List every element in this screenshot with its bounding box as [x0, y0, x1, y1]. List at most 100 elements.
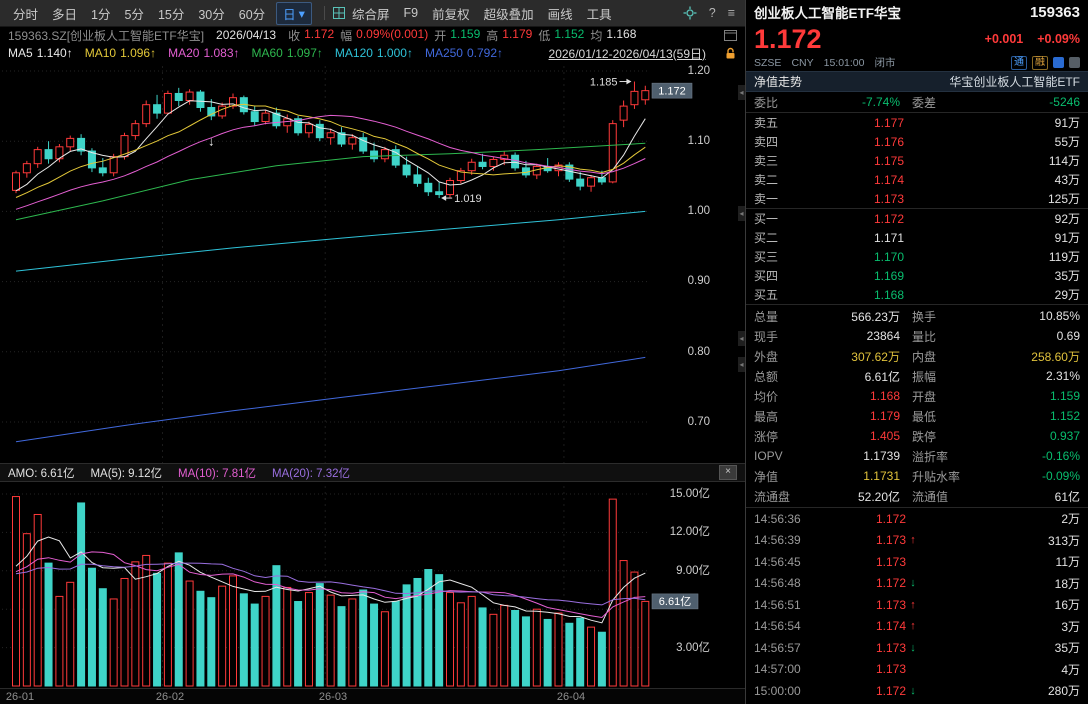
- fund-full-name: 华宝创业板人工智能ETF: [949, 75, 1080, 89]
- stat-value: 1.1731: [863, 469, 900, 483]
- tick-volume: 18万: [1054, 576, 1080, 591]
- stat-label: 流通盘: [754, 489, 791, 504]
- ma-label: MA5: [8, 46, 33, 60]
- stat-value: 1.405: [869, 429, 900, 443]
- stat-label: 最高: [754, 409, 779, 424]
- tick-row[interactable]: 14:56:36 1.172 2万: [746, 508, 1088, 530]
- amo-ma5-value: MA(5): 9.12亿: [90, 467, 163, 480]
- bid-levels: 买一 1.172 92万 买二 1.171 91万 买三 1.170 119万: [746, 209, 1088, 305]
- bid-row[interactable]: 买二 1.171 91万: [746, 228, 1088, 247]
- y-axis-label: 0.70: [687, 416, 710, 428]
- panel-collapse-handle[interactable]: ◂: [738, 206, 745, 221]
- tick-row[interactable]: 14:56:39 1.173 ↑ 313万: [746, 530, 1088, 552]
- symbol-code-name: 159363.SZ[创业板人工智能ETF华宝]: [8, 28, 205, 43]
- multi-grid-icon[interactable]: [332, 7, 345, 19]
- stat-row: 最高 1.179 最低 1.152: [746, 406, 1088, 426]
- tick-row[interactable]: 14:56:48 1.172 ↓ 18万: [746, 573, 1088, 595]
- ask-row[interactable]: 卖四 1.176 55万: [746, 132, 1088, 151]
- candlestick-volume-chart[interactable]: 1.185 1.019 ↓ 1.172 6.61亿: [0, 62, 745, 688]
- close-icon[interactable]: ×: [719, 465, 737, 480]
- ma-label: MA250: [424, 46, 463, 60]
- tick-row[interactable]: 14:56:54 1.174 ↑ 3万: [746, 616, 1088, 638]
- ask-row[interactable]: 卖三 1.175 114万: [746, 151, 1088, 170]
- ask-volume: 91万: [1054, 116, 1080, 130]
- bid-row[interactable]: 买一 1.172 92万: [746, 209, 1088, 228]
- price-change-percent: +0.09%: [1037, 32, 1080, 46]
- tick-volume: 3万: [1061, 619, 1080, 634]
- bid-price: 1.170: [873, 249, 904, 264]
- period-button[interactable]: 多日: [52, 7, 78, 22]
- menu-item[interactable]: 综合屏: [351, 7, 390, 22]
- hugangtong-badge: 通: [1011, 55, 1027, 70]
- weibi-value: -7.74%: [861, 95, 900, 109]
- message-icon[interactable]: [1053, 57, 1064, 68]
- ma-indicator: MA60 1.097↑: [252, 46, 323, 60]
- menu-item[interactable]: 超级叠加: [483, 7, 534, 22]
- menu-burger-icon[interactable]: ≡: [727, 6, 735, 20]
- period-button[interactable]: 15分: [157, 7, 185, 22]
- tick-time: 14:56:51: [754, 597, 801, 612]
- gear-icon[interactable]: [683, 6, 697, 20]
- tick-row[interactable]: 14:57:00 1.173 4万: [746, 659, 1088, 681]
- ask-level-label: 卖二: [754, 173, 779, 187]
- quote-field: 幅 0.09%(0.001): [340, 27, 428, 44]
- panel-layout-icon[interactable]: [724, 29, 737, 41]
- tick-row[interactable]: 14:56:51 1.173 ↑ 16万: [746, 594, 1088, 616]
- ask-level-label: 卖一: [754, 192, 779, 206]
- date-range-link[interactable]: 2026/01/12-2026/04/13(59日): [548, 46, 706, 61]
- bid-volume: 29万: [1054, 288, 1080, 302]
- tick-direction-icon: ↑: [910, 598, 916, 611]
- volume-axis-label: 12.00亿: [669, 526, 710, 538]
- tick-volume: 280万: [1047, 684, 1080, 699]
- ask-row[interactable]: 卖一 1.173 125万: [746, 189, 1088, 208]
- bid-row[interactable]: 买三 1.170 119万: [746, 247, 1088, 266]
- menu-item[interactable]: 前复权: [432, 7, 470, 22]
- bid-level-label: 买四: [754, 269, 779, 283]
- ma-label: MA120: [334, 46, 373, 60]
- quote-time: 15:01:00: [823, 56, 865, 69]
- tick-price: 1.173: [875, 640, 906, 655]
- menu-item[interactable]: F9: [403, 6, 419, 20]
- tick-row[interactable]: 14:56:57 1.173 ↓ 35万: [746, 637, 1088, 659]
- ask-row[interactable]: 卖五 1.177 91万: [746, 113, 1088, 132]
- ma-value: 0.792↑: [466, 46, 504, 60]
- period-button[interactable]: 1分: [91, 7, 111, 22]
- svg-text:1.172: 1.172: [658, 85, 686, 97]
- ma-value: 1.140↑: [36, 46, 73, 60]
- panel-collapse-handle[interactable]: ◂: [738, 357, 745, 372]
- quote-field-label: 低: [538, 28, 551, 43]
- ma-indicator: MA120 1.000↑: [335, 46, 413, 60]
- help-icon[interactable]: ?: [708, 6, 716, 20]
- bid-row[interactable]: 买四 1.169 35万: [746, 266, 1088, 285]
- menu-item[interactable]: 画线: [547, 7, 573, 22]
- market-status-row: SZSE CNY 15:01:00 闭市 通 融: [746, 54, 1088, 71]
- lock-icon[interactable]: [724, 47, 737, 60]
- stat-label: 净值: [754, 469, 779, 484]
- panel-collapse-handle[interactable]: ◂: [738, 331, 745, 346]
- period-button[interactable]: 分时: [13, 7, 39, 22]
- period-button[interactable]: 60分: [238, 7, 266, 22]
- period-button[interactable]: 30分: [198, 7, 225, 22]
- period-button[interactable]: 5分: [124, 7, 144, 22]
- tick-volume: 35万: [1054, 641, 1080, 656]
- x-axis-label: 26-04: [556, 691, 586, 703]
- panel-collapse-handle[interactable]: ◂: [738, 85, 745, 100]
- quote-field-value: 1.152: [554, 26, 585, 41]
- stat-label: 振幅: [912, 369, 937, 384]
- more-icon[interactable]: [1069, 57, 1080, 68]
- tick-volume: 4万: [1061, 662, 1080, 677]
- x-axis-strip: [0, 688, 745, 704]
- x-axis-label: 26-01: [5, 691, 35, 703]
- menu-item[interactable]: 工具: [586, 7, 612, 22]
- tab-nav-trend[interactable]: 净值走势: [754, 75, 803, 89]
- toolbar: 分时 多日 1分 5分 15分 30分 60分 日 ▾ 综合屏 F9 前复权 超级叠加 画线 工具: [0, 0, 745, 27]
- stat-row: 总额 6.61亿 振幅 2.31%: [746, 366, 1088, 386]
- ask-row[interactable]: 卖二 1.174 43万: [746, 170, 1088, 189]
- tick-row[interactable]: 15:00:00 1.172 ↓ 280万: [746, 680, 1088, 702]
- period-button-daily[interactable]: 日 ▾: [276, 1, 312, 25]
- tick-direction-icon: ↑: [910, 534, 916, 547]
- tick-row[interactable]: 14:56:45 1.173 11万: [746, 551, 1088, 573]
- bid-row[interactable]: 买五 1.168 29万: [746, 285, 1088, 304]
- ma-indicator: MA10 1.096↑: [85, 46, 156, 60]
- tick-price: 1.174: [875, 619, 906, 634]
